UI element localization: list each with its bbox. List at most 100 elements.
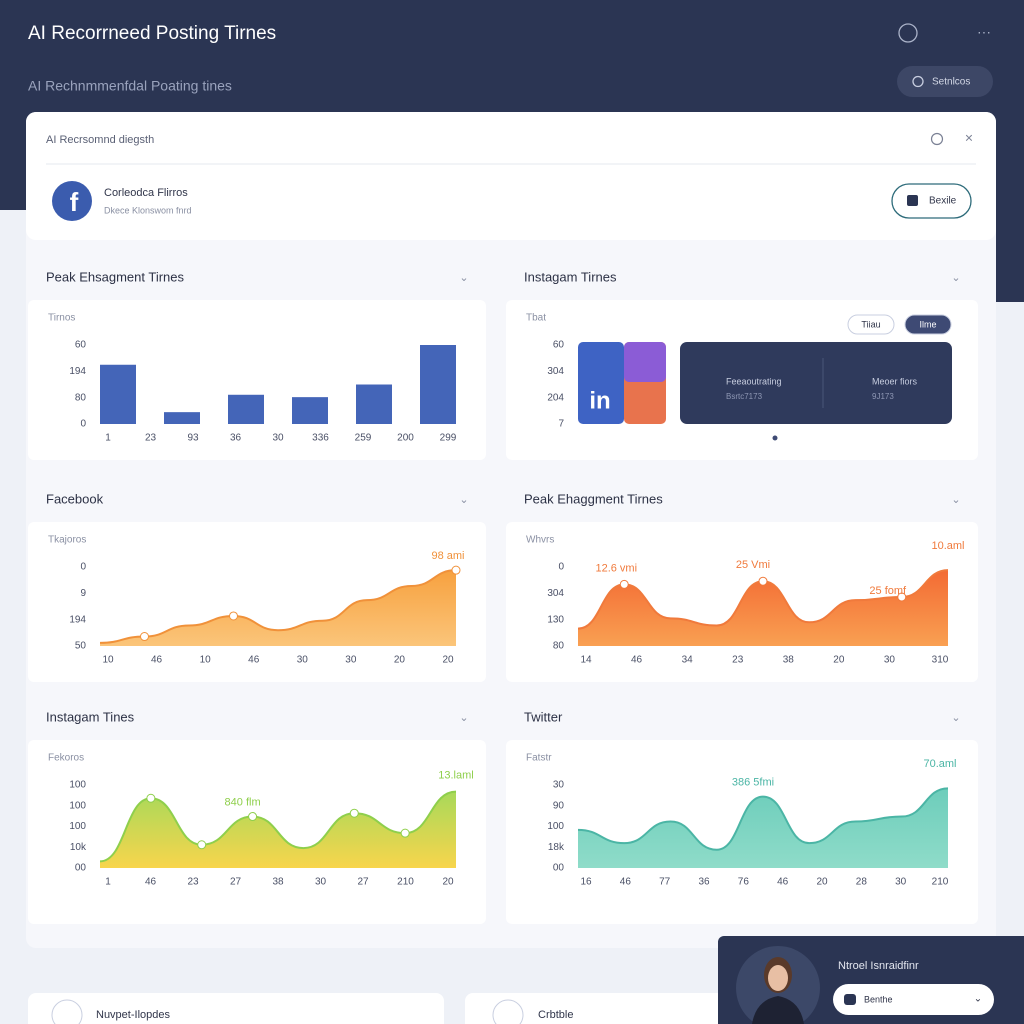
area <box>578 570 948 646</box>
x-tick-label: 30 <box>272 433 284 444</box>
y-tick-label: 00 <box>553 863 565 874</box>
point-marker <box>349 808 359 818</box>
y-tick-label: 80 <box>75 392 87 403</box>
avatar-body <box>752 996 804 1024</box>
x-tick-label: 27 <box>230 877 242 888</box>
y-tick-label: 9 <box>80 588 86 599</box>
y-tick-label: 100 <box>547 821 564 832</box>
footer-card-icon <box>51 999 83 1024</box>
x-tick-label: 46 <box>631 655 643 666</box>
panel-chevron: ⌄ <box>459 712 468 724</box>
footer-card <box>465 993 735 1024</box>
footer-card-title: Nuvpet-Ilopdes <box>96 1009 170 1021</box>
toggle-button[interactable] <box>847 314 895 335</box>
y-tick-label: 100 <box>69 780 86 791</box>
y-tick-label: 90 <box>553 800 565 811</box>
x-tick-label: 30 <box>895 877 907 888</box>
x-tick-label: 210 <box>932 877 949 888</box>
x-tick-label: 20 <box>833 655 845 666</box>
x-tick-label: 38 <box>783 655 795 666</box>
footer-button-icon <box>844 994 856 1005</box>
y-tick-label: 60 <box>553 340 565 351</box>
panel-title: Facebook <box>46 491 104 506</box>
y-tick-label: 194 <box>69 614 86 625</box>
y-axis-title: Tkajoros <box>48 535 86 546</box>
x-tick-label: 23 <box>732 655 744 666</box>
x-tick-label: 200 <box>397 433 414 444</box>
panel-title: Twitter <box>524 709 563 724</box>
annotation: 98 ami <box>431 550 464 562</box>
annotation: 25 Vmi <box>736 559 770 571</box>
bar <box>356 384 392 424</box>
panel-title: Peak Ehaggment Tirnes <box>524 491 663 506</box>
pager-dot <box>772 435 778 441</box>
panel-chevron: ⌄ <box>951 712 960 724</box>
info-icon[interactable] <box>930 132 944 146</box>
y-axis-title: Tbat <box>526 313 546 324</box>
point-marker <box>758 576 768 586</box>
x-tick-label: 28 <box>856 877 868 888</box>
panel-chevron: ⌄ <box>459 272 468 284</box>
y-tick-label: 0 <box>80 419 86 430</box>
y-tick-label: 130 <box>547 614 564 625</box>
y-tick-label: 194 <box>69 366 86 377</box>
instagram-logo-top <box>624 342 666 382</box>
point-marker <box>619 579 629 589</box>
annotation: 386 5fmi <box>732 777 774 789</box>
point-marker <box>140 632 149 642</box>
logo-text: in <box>589 387 610 414</box>
dialog-card <box>26 112 996 240</box>
settings-button[interactable] <box>897 66 993 97</box>
x-tick-label: 16 <box>580 877 592 888</box>
annotation: 12.6 vmi <box>595 562 637 574</box>
point-marker <box>451 565 461 575</box>
settings-icon <box>912 75 924 88</box>
x-tick-label: 20 <box>816 877 828 888</box>
point-marker <box>400 828 410 838</box>
x-tick-label: 46 <box>151 655 163 666</box>
y-tick-label: 304 <box>547 588 564 599</box>
area <box>578 788 948 868</box>
linkedin-logo <box>578 342 624 424</box>
x-tick-label: 36 <box>698 877 710 888</box>
panels: Peak Ehsagment Tirnes ⌄ Tirnos 60 194 80 0 1 23 9… <box>28 269 978 924</box>
footer-card-icon <box>492 999 524 1024</box>
x-tick-label: 30 <box>345 655 357 666</box>
footer-button-label: Benthe <box>864 994 893 1004</box>
y-tick-label: 7 <box>558 419 564 430</box>
x-tick-label: 299 <box>440 433 457 444</box>
y-tick-label: 0 <box>80 562 86 573</box>
point-marker <box>897 592 907 602</box>
x-tick-label: 46 <box>145 877 157 888</box>
x-tick-label: 1 <box>105 877 111 888</box>
page-title: AI Recorrneed Posting Tirnes <box>28 23 276 44</box>
more-icon[interactable]: ··· <box>977 24 991 40</box>
close-icon[interactable]: × <box>965 130 973 146</box>
stat-label: Feeaoutrating <box>726 376 782 386</box>
x-tick-label: 20 <box>394 655 406 666</box>
y-tick-label: 100 <box>69 800 86 811</box>
annotation: 840 flm <box>225 796 261 808</box>
y-tick-label: 10k <box>70 842 87 853</box>
page-subtitle: AI Rechnmmenfdal Poating tines <box>28 78 232 94</box>
x-tick-label: 46 <box>777 877 789 888</box>
y-tick-label: 80 <box>553 641 565 652</box>
toggle-button[interactable] <box>904 314 952 335</box>
x-tick-label: 1 <box>105 433 111 444</box>
stats-card <box>680 342 952 424</box>
y-axis-title: Whvrs <box>526 535 554 546</box>
y-tick-label: 30 <box>553 780 565 791</box>
profile-detail: Dkece Klonswom fnrd <box>104 205 192 215</box>
panel-title: Peak Ehsagment Tirnes <box>46 269 185 284</box>
x-tick-label: 23 <box>187 877 199 888</box>
footer-card-title: Crbtble <box>538 1009 573 1021</box>
panel-card <box>28 300 486 460</box>
annotation: 13.laml <box>438 770 473 782</box>
footer-profile-button[interactable] <box>833 984 994 1015</box>
panel-chevron: ⌄ <box>951 494 960 506</box>
line <box>577 787 949 851</box>
profile-button[interactable] <box>891 183 972 219</box>
account-icon[interactable] <box>898 23 918 43</box>
x-tick-label: 210 <box>397 877 414 888</box>
